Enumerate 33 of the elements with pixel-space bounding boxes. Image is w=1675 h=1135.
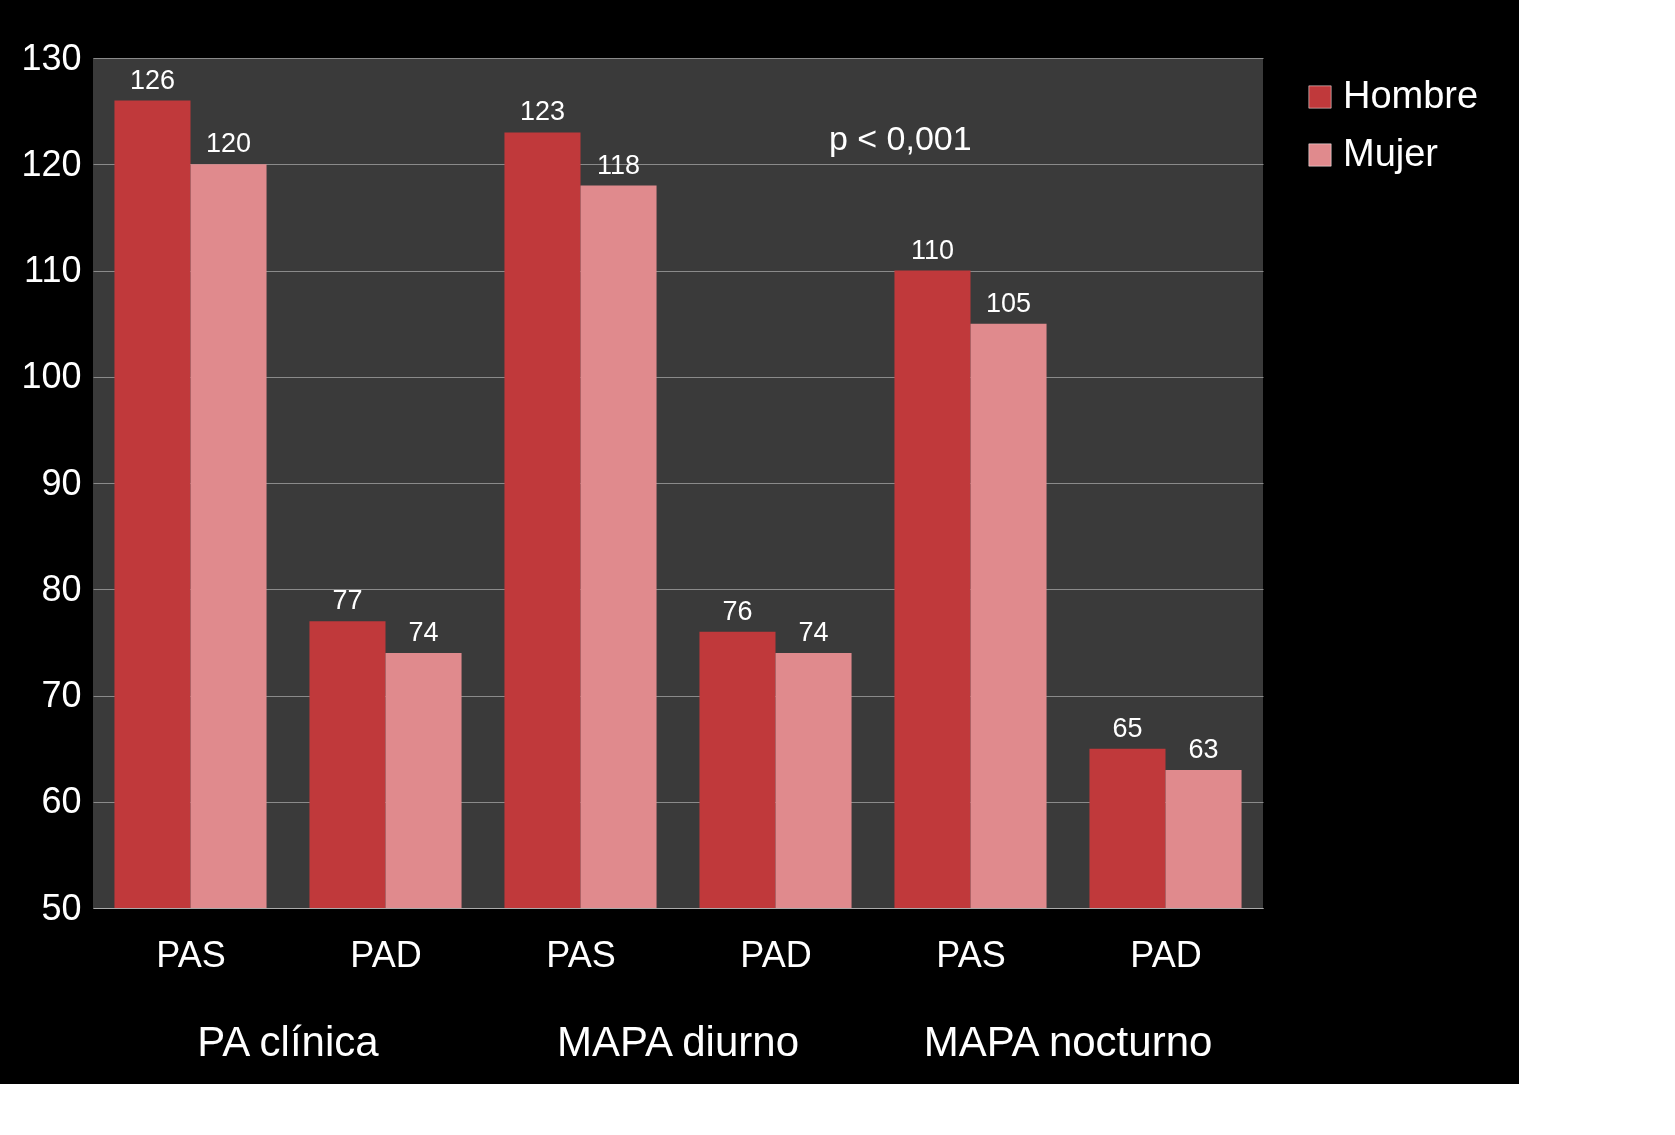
data-label: 65 <box>1112 712 1143 743</box>
data-label: 123 <box>519 96 566 127</box>
y-tick-label: 60 <box>41 780 82 822</box>
data-label: 126 <box>129 64 176 95</box>
x-tick-label: PAD <box>350 933 422 975</box>
y-tick-label: 100 <box>21 355 82 397</box>
y-tick-label: 80 <box>41 567 82 609</box>
data-label: 74 <box>798 617 829 647</box>
data-label: 74 <box>408 617 439 647</box>
y-tick-label: 110 <box>24 249 82 290</box>
data-label: 105 <box>985 287 1032 318</box>
x-tick-label: PAD <box>1130 933 1202 975</box>
x-tick-label: PAS <box>156 933 226 975</box>
text: MAPA diurno <box>556 1018 800 1065</box>
y-tick-label: 90 <box>41 461 82 503</box>
data-label: 76 <box>722 595 753 626</box>
x-tick-label: PAS <box>546 933 616 975</box>
text: PA clínica <box>197 1018 380 1065</box>
x-tick-label: PAS <box>936 933 1006 975</box>
x-tick-label: PAD <box>740 933 812 975</box>
text: MAPA nocturno <box>923 1018 1213 1065</box>
data-label: 77 <box>332 585 363 616</box>
y-tick-label: 120 <box>21 142 82 184</box>
legend-label: Mujer <box>1343 132 1439 174</box>
data-label: 118 <box>597 149 641 180</box>
y-tick-label: 50 <box>41 886 82 928</box>
data-label: 63 <box>1188 733 1219 764</box>
y-tick-label: 130 <box>21 36 82 78</box>
legend-label: Hombre <box>1343 74 1479 116</box>
data-label: 110 <box>910 234 954 265</box>
y-tick-label: 70 <box>41 674 82 715</box>
annotation: p < 0,001 <box>828 119 972 157</box>
data-label: 120 <box>205 128 252 159</box>
